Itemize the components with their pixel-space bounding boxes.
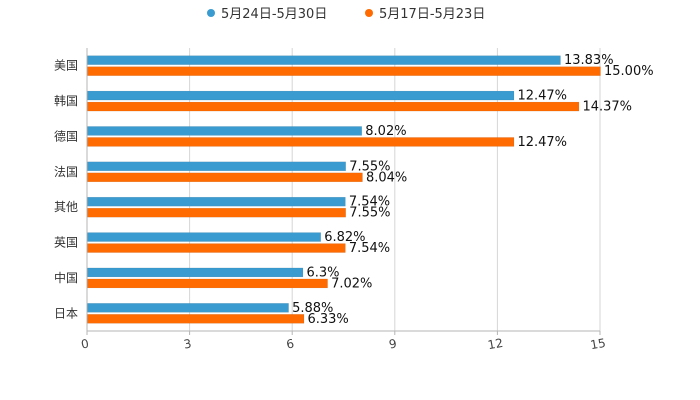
bar-series2-德国[interactable] [87, 137, 515, 147]
category-label: 德国 [54, 128, 78, 143]
bar-series1-日本[interactable] [87, 303, 289, 313]
x-tick-label: 6 [285, 336, 295, 351]
bar-series2-韩国[interactable] [87, 101, 580, 112]
legend-marker-1 [207, 9, 215, 17]
bar-series1-其他[interactable] [87, 196, 346, 207]
bars: 13.83%15.00% 12.47% 14.37% 8.02% 12.47% 7.55%… [87, 53, 654, 327]
value-label: 15.00% [604, 64, 654, 79]
value-label: 7.55% [349, 206, 390, 221]
category-label: 日本 [54, 306, 78, 320]
value-label: 14.37% [582, 100, 632, 115]
legend-label-1[interactable]: 5月24日-5月30日 [221, 7, 327, 22]
bar-series1-英国[interactable] [87, 232, 321, 242]
bar-series1-法国[interactable] [87, 161, 346, 172]
category-label: 法国 [54, 165, 78, 179]
value-label: 8.04% [366, 170, 407, 185]
bar-series2-美国[interactable] [87, 66, 601, 76]
value-label: 6.33% [307, 312, 348, 327]
x-tick-label: 0 [80, 336, 90, 351]
bar-series2-英国[interactable] [87, 243, 346, 253]
legend-marker-2 [365, 9, 373, 17]
value-label: 7.02% [331, 276, 372, 291]
x-tick-label: 9 [388, 336, 398, 351]
legend-label-2[interactable]: 5月17日-5月23日 [379, 7, 485, 22]
bar-series2-日本[interactable] [87, 314, 305, 324]
value-label: 7.54% [349, 195, 390, 210]
bar-series1-德国[interactable] [87, 126, 363, 136]
bar-series1-中国[interactable] [87, 267, 304, 278]
value-label: 8.02% [365, 124, 406, 139]
category-label: 美国 [54, 59, 78, 73]
value-label: 12.47% [517, 89, 567, 104]
bar-series2-中国[interactable] [87, 278, 328, 289]
value-label: 12.47% [517, 135, 567, 150]
category-label: 韩国 [54, 93, 78, 108]
category-label: 中国 [54, 270, 78, 285]
value-label: 6.3% [306, 265, 339, 280]
legend: 5月24日-5月30日 5月17日-5月23日 [207, 7, 485, 22]
value-label: 5.88% [292, 301, 333, 316]
bar-series2-法国[interactable] [87, 172, 363, 183]
value-label: 13.83% [564, 53, 614, 68]
category-label: 其他 [54, 200, 78, 214]
bar-series2-其他[interactable] [87, 207, 346, 218]
bar-series1-美国[interactable] [87, 55, 561, 65]
value-label: 6.82% [324, 230, 365, 245]
value-label: 7.55% [349, 159, 390, 174]
x-tick-label: 15 [589, 336, 606, 352]
x-tick-label: 3 [183, 336, 193, 351]
value-label: 7.54% [349, 241, 390, 256]
category-label: 英国 [54, 236, 78, 250]
bar-series1-韩国[interactable] [87, 90, 515, 101]
x-tick-label: 12 [487, 336, 504, 352]
